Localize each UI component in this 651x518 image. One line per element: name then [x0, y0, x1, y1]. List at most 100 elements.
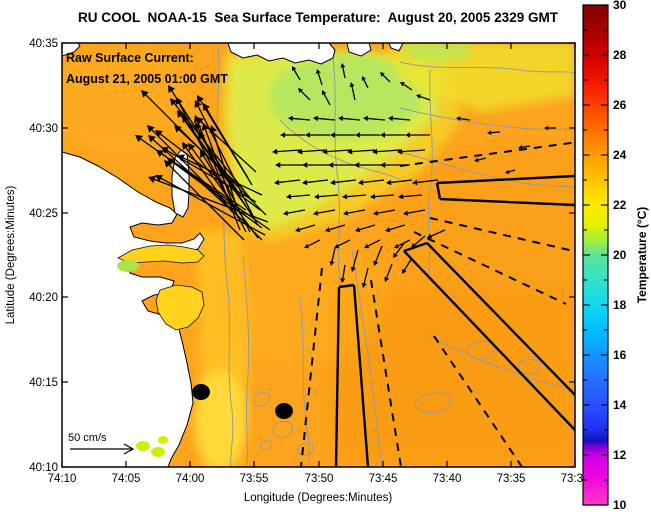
current-vector: [317, 209, 336, 214]
y-tick-label: 40:20: [29, 292, 58, 304]
current-vector-head: [315, 69, 321, 75]
current-vector: [327, 149, 351, 153]
x-tick-label: 73:40: [433, 473, 462, 485]
current-vector-head: [397, 148, 403, 155]
y-tick-label: 40:30: [29, 123, 58, 135]
current-vector-head: [358, 179, 364, 186]
current-vector: [346, 194, 367, 198]
current-vector: [337, 239, 351, 247]
estuary-polygon: [117, 244, 205, 264]
current-vector: [293, 69, 301, 81]
current-vector: [183, 157, 263, 196]
current-vector-head: [355, 227, 361, 233]
depth-contour: [272, 420, 293, 438]
current-vector-head: [168, 85, 176, 93]
current-vector: [290, 194, 311, 198]
current-vector-head: [361, 76, 367, 81]
y-tick-label: 40:15: [29, 377, 58, 389]
current-vector: [477, 157, 487, 161]
depth-contour: [399, 61, 575, 74]
current-vector-head: [188, 143, 196, 151]
plot-axes: 74:10 74:05 74:00 73:55 73:50 73:45 73:40 73:35…: [29, 38, 589, 485]
depth-contour: [429, 334, 575, 391]
current-vector-head: [155, 174, 163, 182]
current-vector-head: [412, 179, 418, 186]
current-vector-head: [340, 63, 346, 68]
radar-beam-outline: [435, 174, 575, 207]
current-vector: [342, 117, 361, 121]
current-vector: [342, 264, 346, 279]
current-vector: [491, 131, 501, 134]
colorbar-tick-label: 16: [613, 348, 627, 362]
current-vector-head: [194, 100, 202, 108]
radar-bearing-dashed-line: [413, 231, 567, 305]
current-vector-head: [385, 227, 391, 233]
current-vector-head: [161, 147, 169, 154]
current-vector-head: [340, 278, 346, 283]
current-vector: [382, 74, 391, 83]
current-timestamp-label: August 21, 2005 01:00 GMT: [66, 72, 228, 86]
current-vector-head: [147, 125, 155, 133]
current-vector: [185, 147, 233, 213]
current-vector-head: [427, 233, 433, 239]
depth-contour: [414, 392, 451, 414]
current-vector-head: [292, 66, 297, 72]
current-vector-head: [456, 116, 461, 121]
current-vector-head: [361, 282, 367, 288]
current-vector-head: [343, 210, 349, 216]
current-vector-head: [298, 88, 303, 93]
current-vector-head: [274, 179, 280, 186]
current-vector-head: [393, 252, 398, 258]
x-tick-label: 73:45: [369, 473, 398, 485]
current-vector-head: [329, 260, 335, 266]
current-vector: [352, 149, 376, 153]
current-vector-head: [373, 210, 379, 216]
current-vector-head: [302, 179, 308, 186]
x-tick-label: 73:35: [497, 473, 526, 485]
land-polygon: [388, 43, 404, 52]
current-vector-head: [280, 132, 285, 138]
current-vector: [342, 67, 346, 79]
radar-beam-outline: [334, 283, 370, 467]
current-vector: [377, 209, 396, 214]
y-axis-title: Latitude (Degrees:Minutes): [5, 185, 17, 324]
raw-surface-current-label: Raw Surface Current:: [66, 51, 194, 65]
current-vector: [160, 133, 261, 211]
current-vector-head: [388, 115, 394, 122]
current-vector-head: [175, 97, 183, 105]
current-vector-head: [373, 260, 379, 266]
current-vector: [347, 209, 366, 214]
current-vector: [395, 241, 406, 255]
current-vector: [140, 138, 271, 231]
depth-contour: [467, 340, 495, 360]
current-vector: [318, 194, 339, 198]
current-vector: [323, 93, 331, 106]
current-vector-head: [487, 130, 492, 136]
current-vector-head: [283, 210, 289, 216]
current-vector-head: [386, 179, 392, 186]
depth-contour: [298, 442, 314, 457]
figure-title: RU COOL NOAA-15 Sea Surface Temperature:…: [78, 10, 559, 25]
current-vector-head: [141, 90, 149, 98]
current-vector-head: [349, 82, 355, 88]
colorbar-tick-label: 22: [613, 198, 627, 212]
current-vector: [390, 179, 413, 184]
current-vector-head: [400, 82, 405, 87]
radar-bearing-dashed-line: [429, 217, 575, 253]
current-vector-head: [314, 193, 320, 200]
current-vector-head: [363, 115, 369, 122]
current-vector-head: [322, 148, 328, 155]
current-vector-head: [330, 179, 336, 186]
colorbar-tick-label: 12: [613, 448, 627, 462]
current-vector: [359, 224, 376, 231]
current-vector-head: [350, 266, 356, 272]
current-vector: [292, 117, 311, 121]
current-vector: [389, 224, 406, 231]
current-vector: [363, 267, 369, 284]
current-vector-head: [403, 210, 409, 216]
current-vector-head: [196, 117, 204, 125]
current-vector-head: [302, 162, 308, 168]
current-vector-head: [203, 103, 210, 111]
current-vector-head: [416, 94, 421, 99]
